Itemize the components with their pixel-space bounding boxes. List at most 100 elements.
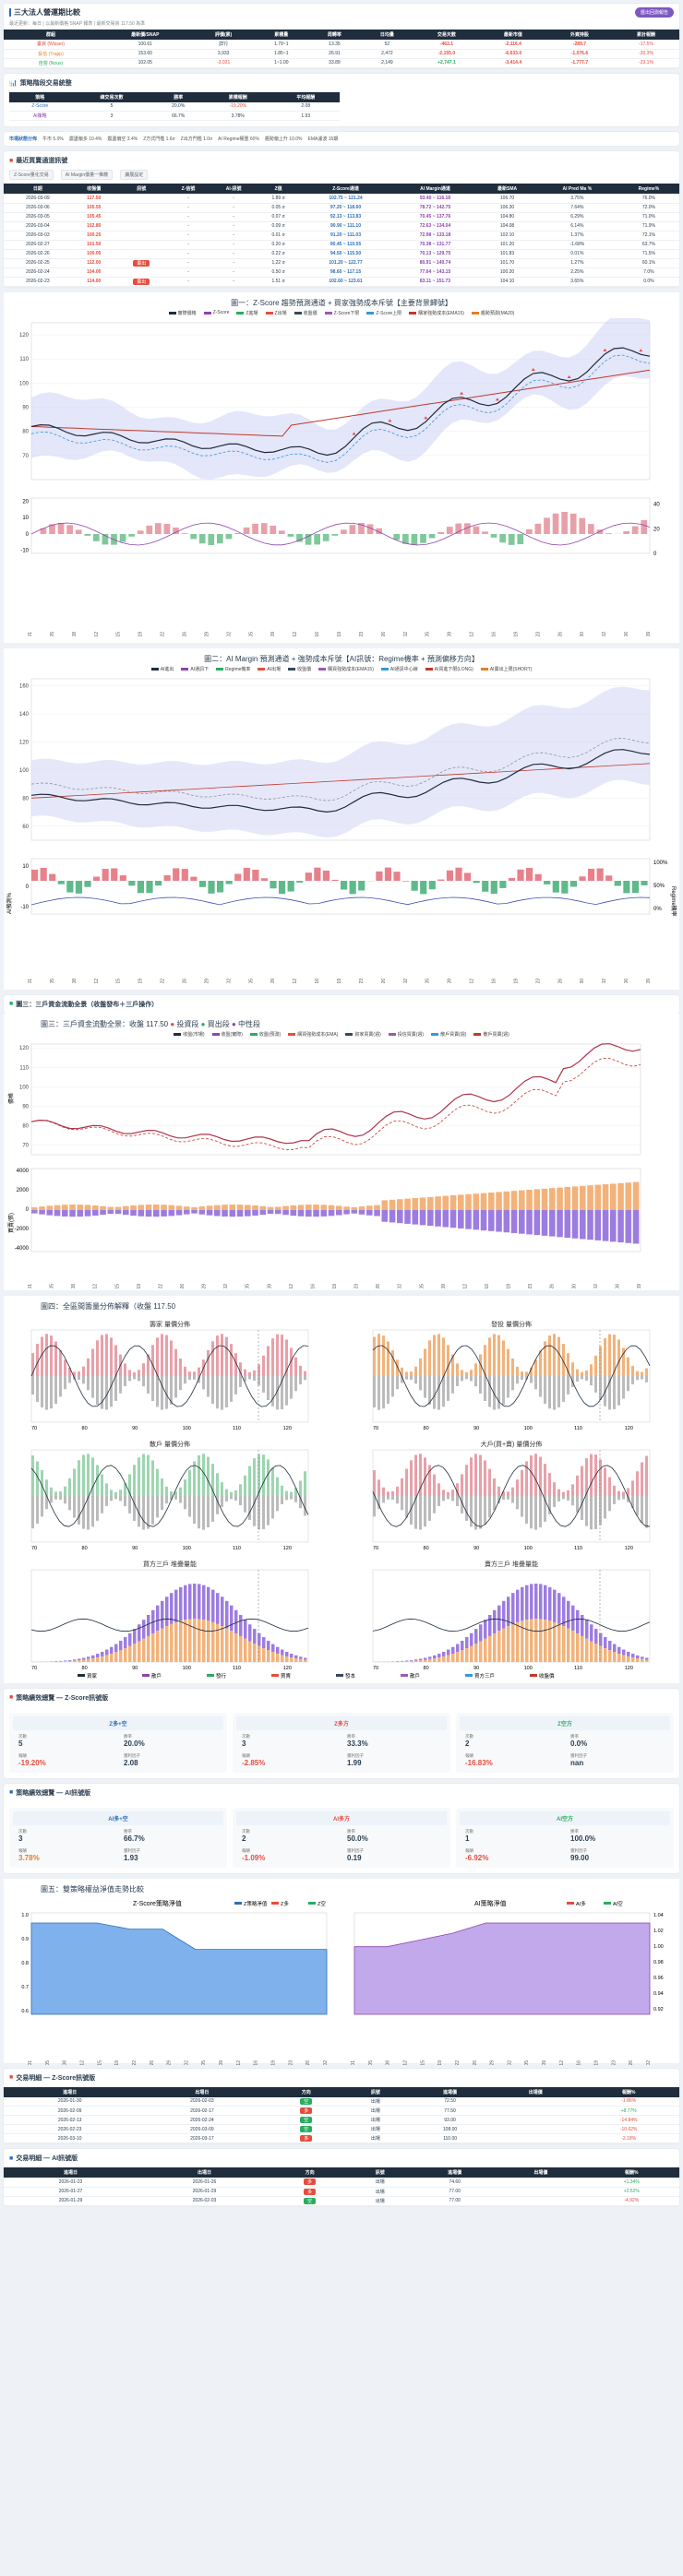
chart3-sub-bar-up [443, 1195, 449, 1209]
chart4-bar [87, 1454, 90, 1496]
chart3-xtick: 2026-02-26 [376, 1283, 381, 1288]
recent-cell: 71.5% [618, 249, 679, 258]
chart4-bar [276, 1477, 279, 1495]
chart4-bar [627, 1357, 629, 1375]
chart3-xtick: 2026-01-19 [137, 1283, 142, 1288]
chart4-bar [50, 1335, 53, 1376]
chart4-bar [142, 1454, 145, 1496]
chart3-sub-ytick: 4000 [17, 1169, 30, 1174]
chart4-stack-a [562, 1597, 566, 1626]
chart3-sub-bar-down [580, 1210, 586, 1239]
chart5-right-xtick: 2026-01-29 [490, 2060, 496, 2064]
trades-z-col-4: 進場價 [407, 2087, 493, 2097]
chart4-stack-b [64, 1661, 67, 1662]
recent-cell: 97.20 ~ 118.60 [299, 203, 391, 212]
recent-cell [116, 203, 167, 212]
recent-tab-0[interactable]: Z-Score量化交易 [9, 170, 54, 180]
chart4-stack-b [248, 1641, 252, 1661]
chart4-bar-neg [585, 1496, 588, 1526]
chart4-stack-b [207, 1620, 210, 1662]
chart4-stack-b [525, 1620, 529, 1662]
chart3-sub-bar-down [184, 1210, 190, 1215]
chart3-sub-bar-up [123, 1205, 129, 1209]
chart4-bar [276, 1334, 279, 1375]
recent-col-5: Z值 [258, 184, 299, 194]
recent-tab-1[interactable]: AI Margin價量一推薦 [61, 170, 113, 180]
chart3-sub-bar-down [389, 1210, 396, 1222]
chart5-right-xtick: 2026-03-02 [646, 2060, 652, 2064]
chart2-xtick: 2026-04-02 [602, 978, 607, 982]
chart4-bar-neg [451, 1496, 454, 1501]
chart2-sub-bar [605, 875, 612, 881]
chart4-stack-a [641, 1656, 644, 1659]
chart4-stack-b [631, 1657, 635, 1662]
chart4-stack-b [479, 1641, 483, 1661]
legend-label: 散戶買賣(週) [440, 1031, 466, 1038]
top-cell: 153.60 [98, 49, 193, 58]
export-button[interactable]: 匯出回測報告 [635, 7, 674, 18]
chart3-xtick: 2026-02-23 [354, 1283, 360, 1288]
chart4-bar-neg [156, 1376, 159, 1407]
chart5-left-xtick: 2026-01-08 [63, 2060, 68, 2064]
chart4-bar-neg [188, 1496, 191, 1516]
chart3-sub-bar-up [519, 1190, 525, 1209]
chart2-sub-ytick: -10 [20, 905, 29, 910]
chart4-stack-b [567, 1628, 570, 1661]
chart4-bar-neg [36, 1496, 39, 1524]
chart1-sub-bar [561, 512, 568, 534]
trades-z-cell [493, 2134, 578, 2143]
chart1-sub-bar [279, 530, 285, 534]
chart4-stack-b [156, 1631, 160, 1662]
chart4-stack-b [258, 1645, 261, 1661]
recent-cell: 2026-03-04 [4, 221, 72, 231]
chart2-sub-bar [491, 881, 497, 894]
chart3-sub-bar-down [138, 1210, 145, 1217]
chart4-stack-b [105, 1655, 109, 1661]
chart1-xtick: 2026-01-12 [94, 631, 100, 635]
perf-value: -2.85% [242, 1759, 342, 1767]
chart4-bar-neg [96, 1496, 99, 1521]
chart4-stack-a [544, 1585, 547, 1619]
recent-tab-2[interactable]: 擴展設定 [120, 170, 148, 180]
chart1-sub-bar [437, 532, 444, 534]
chart4-bar [91, 1457, 94, 1496]
chart2-ytick: 140 [19, 712, 30, 718]
chart4-stack-a [590, 1624, 593, 1641]
chart1-sub-ytick: 20 [22, 499, 29, 505]
chart3-xtick: 2026-04-06 [615, 1283, 620, 1288]
trades-z-cell: 空 [269, 2125, 344, 2134]
chart4-stack-a [230, 1605, 234, 1631]
chart4-stack-b [262, 1648, 266, 1662]
chart4-stack-b [82, 1659, 86, 1661]
chart5-left-xtick: 2026-01-22 [132, 2060, 138, 2064]
chart4-bar [216, 1335, 219, 1375]
chart4-stack-a [604, 1637, 607, 1648]
legend-item: AI通訊下 [181, 666, 209, 672]
chart1-sub-bar [579, 517, 585, 533]
recent-cell: 92.13 ~ 113.83 [299, 212, 391, 221]
top-cell: -17.5% [613, 40, 679, 49]
chart3-sub-bar-up [435, 1196, 441, 1210]
chart3-xtick: 2026-01-12 [93, 1283, 99, 1288]
perf-card-head: AI多方 [236, 1811, 447, 1825]
chart3-sub-bar-down [237, 1210, 244, 1217]
chart4-stack-b [497, 1631, 501, 1662]
chart1-ytick: 80 [22, 429, 29, 434]
chart3-sub-bar-down [496, 1210, 502, 1232]
chart4-stack-b [59, 1661, 63, 1662]
chart4-stack-a [437, 1654, 441, 1657]
strategy-col-1: 總交易次數 [71, 92, 153, 102]
chart1-sub-bar [632, 526, 639, 533]
legend-item: AI進出 [151, 666, 174, 672]
perf-value: -19.20% [18, 1759, 118, 1767]
recent-cell: 101.20 [478, 240, 536, 249]
perf-value: -6.92% [465, 1854, 565, 1862]
chart4-stack-a [225, 1600, 229, 1628]
strategy-cell: 5 [71, 102, 153, 112]
recent-cell: 105.55 [72, 203, 116, 212]
